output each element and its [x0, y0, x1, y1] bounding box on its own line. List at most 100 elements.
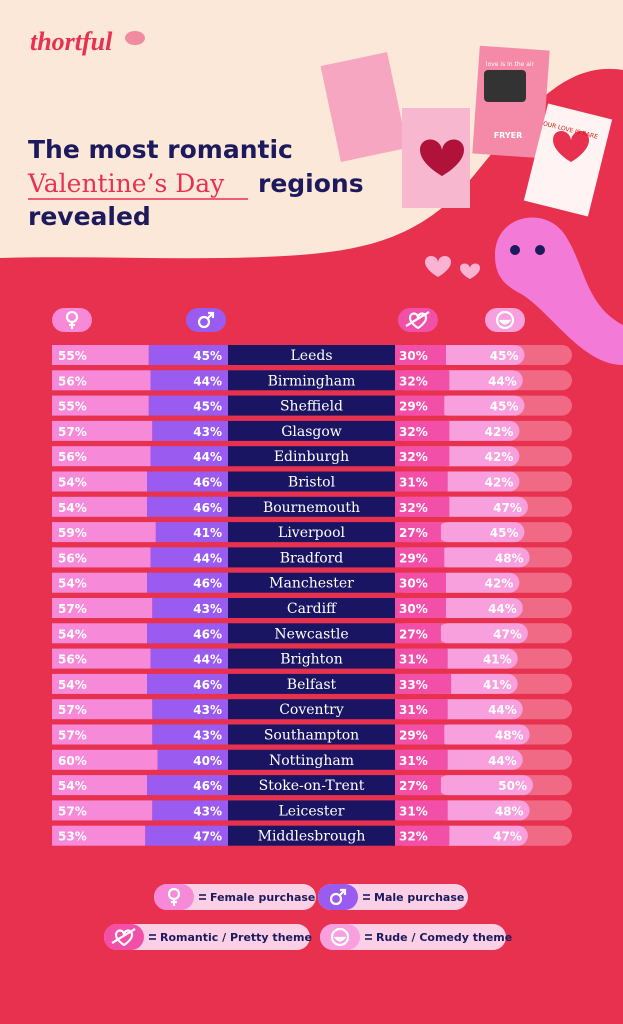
city-band [228, 800, 395, 821]
city: Sheffield [280, 399, 343, 415]
card-text: love is in the air [486, 61, 535, 68]
value-label: 45% [193, 349, 222, 363]
value-label: 56% [58, 450, 87, 464]
icon-part [197, 315, 211, 329]
value-label: 44% [488, 754, 517, 768]
bar-female [52, 345, 149, 365]
city: Manchester [269, 576, 354, 592]
cards: FRYER love is in the air OUR LOVE IS RAR… [320, 45, 613, 217]
bar-romantic [395, 724, 445, 745]
bar-male [152, 800, 228, 821]
value-label: 45% [490, 400, 519, 414]
value-label: 30% [399, 602, 428, 616]
value-label: 29% [399, 551, 428, 565]
bar-male [148, 395, 228, 416]
legend-pill [154, 884, 316, 910]
bar-rude [438, 420, 520, 441]
icon-part [114, 929, 134, 947]
icon-part [330, 927, 350, 947]
bar-male [147, 673, 228, 694]
bar-female [52, 800, 153, 821]
value-label: 55% [58, 400, 87, 414]
bar-romantic [395, 547, 445, 568]
bar-female [52, 420, 153, 441]
bar-rude [438, 623, 528, 644]
value-label: 54% [58, 577, 87, 591]
value-label: 55% [58, 349, 87, 363]
value-label: 44% [193, 450, 222, 464]
value-label: 60% [58, 754, 87, 768]
bar-rude [438, 648, 518, 669]
bar-rude [438, 775, 533, 796]
city: Belfast [287, 677, 337, 693]
value-label: 50% [498, 779, 527, 793]
value-label: 46% [193, 501, 222, 515]
icon-pill [52, 308, 92, 332]
city-band [228, 370, 395, 391]
bar-male [150, 648, 228, 669]
value-label: 48% [495, 551, 524, 565]
value-label: 32% [399, 450, 428, 464]
column-icons [52, 308, 525, 332]
bar-rude [438, 572, 520, 593]
city-band [228, 775, 395, 796]
heart [460, 263, 480, 279]
bar-male [157, 749, 228, 770]
bar-romantic [395, 749, 448, 770]
bar-male [152, 724, 228, 745]
value-label: 44% [193, 653, 222, 667]
value-label: 48% [495, 804, 524, 818]
value-label: 31% [399, 754, 428, 768]
city-band [228, 572, 395, 593]
value-label: 29% [399, 729, 428, 743]
bar-male [150, 370, 228, 391]
bar-male [145, 825, 228, 846]
value-label: 31% [399, 476, 428, 490]
city-band [228, 673, 395, 694]
value-label: 44% [488, 703, 517, 717]
bar-rude [438, 749, 523, 770]
city-band [228, 623, 395, 644]
value-label: 46% [193, 627, 222, 641]
city: Cardiff [287, 601, 337, 617]
value-label: 56% [58, 653, 87, 667]
value-label: 44% [488, 602, 517, 616]
bar-male [155, 522, 228, 543]
bar-female [52, 775, 148, 796]
icon-part [111, 928, 136, 944]
bar-male [152, 420, 228, 441]
bar-female [52, 623, 148, 644]
value-label: 40% [193, 754, 222, 768]
value-label: 45% [193, 400, 222, 414]
city-band [228, 395, 395, 416]
bar-female [52, 496, 148, 517]
bar-romantic [395, 395, 445, 416]
bar-rude [438, 496, 528, 517]
bar-rude [438, 345, 525, 365]
city: Edinburgh [274, 449, 349, 465]
city: Stoke-on-Trent [259, 778, 365, 794]
value-label: 33% [399, 678, 428, 692]
bar-romantic [395, 370, 450, 391]
value-label: 54% [58, 627, 87, 641]
city: Bradford [280, 550, 344, 566]
city-band [228, 825, 395, 846]
value-label: 32% [399, 425, 428, 439]
legend-label: Romantic / Pretty theme [160, 931, 312, 944]
city-band [228, 547, 395, 568]
bar-rude [438, 800, 530, 821]
value-label: 59% [58, 526, 87, 540]
value-label: 42% [485, 425, 514, 439]
bar-female [52, 699, 153, 720]
bar-female [52, 395, 149, 416]
bar-romantic [395, 420, 450, 441]
legend: Female purchase Male purchase Romantic / P… [104, 884, 512, 950]
value-label: 56% [58, 374, 87, 388]
bar-female [52, 598, 153, 618]
value-label: 43% [193, 804, 222, 818]
city: Glasgow [281, 424, 342, 440]
bar-female [52, 446, 151, 467]
ghost [495, 217, 623, 365]
city: Southampton [264, 728, 359, 744]
